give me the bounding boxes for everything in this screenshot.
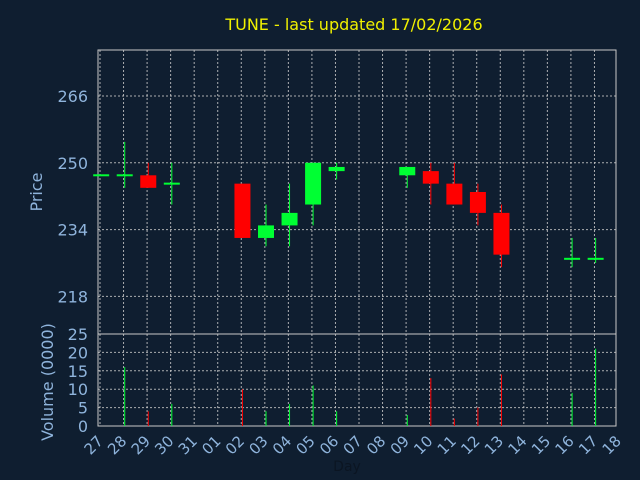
candle-body (469, 192, 486, 213)
x-tick-label: 15 (528, 432, 554, 458)
price-tick-label: 266 (57, 87, 88, 106)
x-tick-label: 11 (434, 432, 460, 458)
x-tick-label: 14 (504, 432, 530, 458)
candle-body (564, 257, 581, 260)
x-tick-label: 29 (128, 432, 154, 458)
price-plot-border (97, 49, 617, 335)
x-tick-label: 27 (81, 432, 107, 458)
volume-tick-label: 20 (68, 343, 88, 362)
candle-body (328, 166, 345, 172)
candle-body (493, 212, 510, 255)
candle-body (305, 162, 322, 205)
candle-body (399, 166, 416, 176)
x-tick-label: 31 (175, 432, 201, 458)
x-tick-label: 10 (410, 432, 436, 458)
candle-body (116, 174, 133, 177)
x-tick-label: 12 (457, 432, 483, 458)
volume-tick-label: 25 (68, 325, 88, 344)
price-ticks: 266 250 234 218 (57, 87, 88, 306)
candle-body (93, 174, 110, 177)
candle-body (446, 183, 463, 205)
volume-panel (97, 333, 617, 427)
x-tick-label: 17 (575, 432, 601, 458)
candle-body (281, 212, 298, 226)
candle-body (140, 175, 157, 188)
candle-body (422, 171, 439, 184)
price-axis-label: Price (27, 172, 46, 211)
x-tick-label: 30 (151, 432, 177, 458)
x-tick-label: 13 (481, 432, 507, 458)
x-axis-label: Day (333, 459, 361, 475)
x-tick-label: 07 (340, 432, 366, 458)
volume-marks (124, 348, 597, 426)
price-tick-label: 234 (57, 221, 88, 240)
x-tick-label: 01 (198, 432, 224, 458)
candle-body (163, 182, 180, 185)
x-tick-label: 02 (222, 432, 248, 458)
x-tick-label: 04 (269, 432, 295, 458)
candle-body (257, 225, 274, 238)
volume-axis-label: Volume (0000) (38, 323, 57, 441)
price-tick-label: 250 (57, 154, 88, 173)
x-tick-label: 16 (552, 432, 578, 458)
price-marks (93, 141, 604, 268)
x-tick-label: 28 (104, 432, 130, 458)
x-tick-label: 08 (363, 432, 389, 458)
x-tick-label: 05 (293, 432, 319, 458)
x-tick-label: 03 (245, 432, 271, 458)
candle-body (587, 257, 604, 260)
x-tick-label: 06 (316, 432, 342, 458)
volume-plot-border (97, 333, 617, 427)
volume-tick-label: 0 (78, 417, 88, 436)
x-tick-label: 18 (599, 432, 625, 458)
price-panel (97, 49, 617, 335)
volume-tick-label: 10 (68, 380, 88, 399)
grid-lines (98, 50, 616, 426)
x-tick-label: 09 (387, 432, 413, 458)
volume-tick-label: 15 (68, 362, 88, 381)
price-tick-label: 218 (57, 287, 88, 306)
volume-tick-label: 5 (78, 399, 88, 418)
candle-body (234, 183, 251, 238)
x-ticks: 2728293031010203040506070809101112131415… (81, 432, 625, 458)
chart-title: TUNE - last updated 17/02/2026 (224, 15, 482, 34)
